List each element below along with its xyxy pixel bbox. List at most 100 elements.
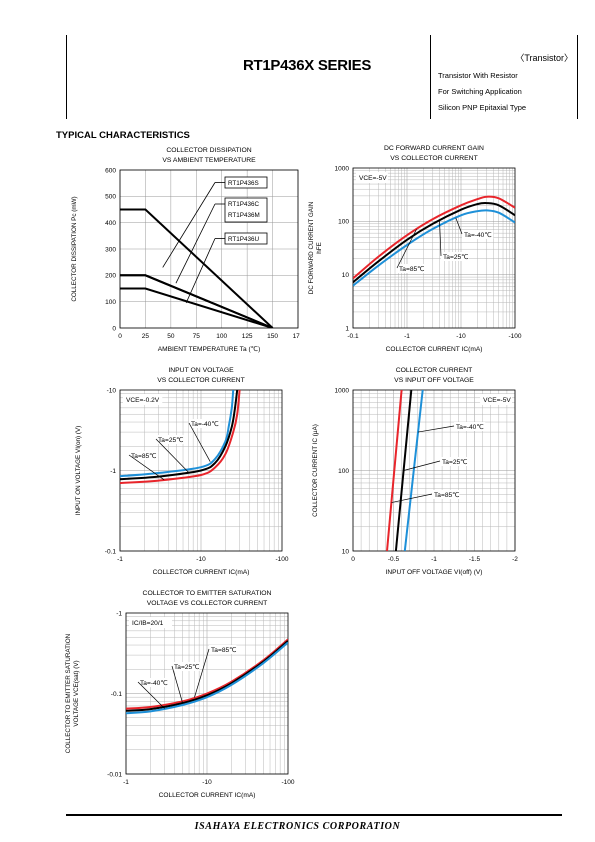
x-axis-label: COLLECTOR CURRENT IC(mA)	[153, 569, 250, 576]
chart-title: DC FORWARD CURRENT GAIN	[384, 145, 484, 152]
chart-subtitle: VS COLLECTOR CURRENT	[157, 377, 245, 384]
y-tick-label: -1	[110, 468, 116, 475]
y-tick-label: 1000	[335, 165, 350, 172]
y-tick-label: -0.01	[107, 771, 122, 778]
y-tick-label: 10	[342, 272, 350, 279]
chart-subtitle: VS AMBIENT TEMPERATURE	[162, 157, 256, 164]
x-tick-label: 25	[142, 333, 150, 340]
x-tick-label: -1.5	[469, 556, 481, 563]
series-label: Ta=25℃	[174, 663, 200, 671]
chart-collector-current-vioff: 0 -0.5 -1 -1.5 -2 10 100 1000 COLLECTOR CURRENT V…	[312, 367, 518, 576]
legend-label: RT1P436C	[228, 201, 259, 208]
x-tick-label: 75	[193, 333, 201, 340]
leader-line	[391, 493, 433, 503]
x-tick-label: -10	[202, 779, 212, 786]
y-tick-label: 0	[112, 325, 116, 332]
chart-subtitle: VOLTAGE VS COLLECTOR CURRENT	[147, 600, 267, 607]
series-line-rt1p436s	[120, 208, 274, 328]
y-tick-label: 200	[105, 273, 116, 280]
series-line	[394, 390, 413, 551]
x-tick-label: -100	[275, 556, 288, 563]
condition-label: VCE=-5V	[359, 175, 387, 182]
leader-line	[439, 220, 442, 257]
x-tick-label: -100	[281, 779, 294, 786]
y-tick-label: -0.1	[111, 691, 123, 698]
x-tick-label: -1	[123, 779, 129, 786]
series-label: Ta=25℃	[443, 253, 469, 261]
y-tick-label: 600	[105, 167, 116, 174]
y-axis-label: COLLECTOR DISSIPATION Pc (mW)	[71, 196, 78, 301]
x-tick-label: 175	[293, 333, 300, 340]
footer-rule	[66, 814, 562, 816]
legend-box	[224, 197, 268, 223]
leader-line	[194, 648, 210, 698]
series-title: RT1P436X SERIES	[243, 57, 372, 74]
series-label: Ta=25℃	[158, 436, 184, 444]
x-axis-label: COLLECTOR CURRENT IC(mA)	[386, 346, 483, 353]
leader-line	[175, 203, 216, 284]
footer-company: ISAHAYA ELECTRONICS CORPORATION	[194, 821, 401, 832]
series-label: Ta=25℃	[442, 458, 468, 466]
plot-frame	[119, 169, 299, 329]
x-tick-label: -1	[117, 556, 123, 563]
y-tick-label: 500	[105, 194, 116, 201]
condition-label: IC/IB=20/1	[132, 620, 164, 627]
series-line-rt1p436m	[120, 274, 273, 328]
y-tick-label: -1	[116, 610, 122, 617]
legend-label: RT1P436S	[228, 180, 259, 187]
x-tick-label: 0	[118, 333, 122, 340]
leader-line	[137, 681, 165, 709]
y-axis-label: COLLECTOR TO EMITTER SATURATION	[65, 633, 72, 753]
desc-line-2: For Switching Application	[438, 87, 522, 96]
series-line	[126, 641, 288, 715]
x-tick-label: 50	[167, 333, 175, 340]
leader-line	[128, 454, 165, 481]
legend-label: RT1P436M	[228, 212, 260, 219]
y-axis-label: COLLECTOR CURRENT IC (μA)	[312, 424, 319, 517]
header-right-border	[577, 35, 578, 119]
plot-frame	[352, 167, 516, 329]
series-line	[353, 209, 515, 287]
leader-line	[185, 238, 216, 304]
leader-line	[188, 422, 211, 462]
series-label: Ta=85℃	[131, 452, 157, 460]
series-line	[120, 390, 239, 481]
leader-line	[162, 182, 216, 268]
leader-line	[403, 460, 441, 471]
section-title: TYPICAL CHARACTERISTICS	[56, 130, 190, 141]
x-tick-label: 125	[242, 333, 253, 340]
header-divider	[430, 35, 431, 119]
y-axis-label: INPUT ON VOLTAGE VI(on) (V)	[75, 426, 82, 516]
desc-line-1: Transistor With Resistor	[438, 71, 518, 80]
x-axis-label: AMBIENT TEMPERATURE Ta (℃)	[158, 345, 261, 353]
chart-title: COLLECTOR DISSIPATION	[166, 147, 251, 154]
x-tick-label: -0.5	[388, 556, 400, 563]
x-tick-label: 0	[351, 556, 355, 563]
x-tick-label: -100	[508, 333, 521, 340]
series-line	[353, 195, 515, 280]
series-line	[126, 640, 288, 712]
plot-frame	[119, 389, 283, 552]
y-tick-label: 100	[338, 219, 349, 226]
chart-subtitle: VS INPUT OFF VOLTAGE	[394, 377, 474, 384]
desc-line-3: Silicon PNP Epitaxial Type	[438, 103, 527, 112]
series-label: Ta=-40℃	[464, 231, 492, 239]
y-tick-label: -10	[107, 387, 117, 394]
x-tick-label: -1	[431, 556, 437, 563]
x-tick-label: -0.1	[347, 333, 359, 340]
header-left-border	[66, 35, 67, 119]
chart-subtitle: VS COLLECTOR CURRENT	[390, 155, 478, 162]
y-tick-label: 400	[105, 220, 116, 227]
chart-dc-current-gain: -0.1 -1 -10 -100 1 10 100 1000 DC FORWARD CURREN…	[308, 145, 522, 353]
series-line	[353, 202, 515, 284]
chart-collector-dissipation: 0 25 50 75 100 125 150 175 0 100 200 300 400 500 600 CO…	[71, 147, 300, 353]
y-tick-label: -0.1	[105, 548, 117, 555]
series-label: Ta=-40℃	[456, 423, 484, 431]
plot-frame	[125, 612, 289, 775]
category-label: 〈Transistor〉	[515, 53, 573, 63]
y-tick-label: 100	[105, 299, 116, 306]
y-tick-label: 300	[105, 246, 116, 253]
leader-line	[155, 438, 189, 473]
x-tick-label: -2	[512, 556, 518, 563]
